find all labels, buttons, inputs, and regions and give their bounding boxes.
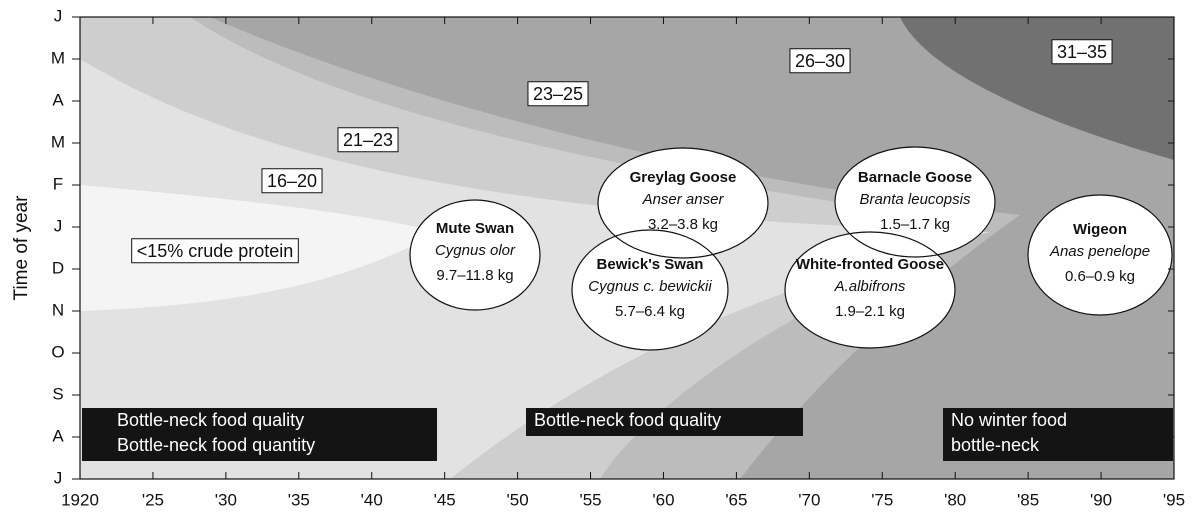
species-ellipse [1028, 195, 1172, 315]
y-tick-label: N [52, 300, 64, 319]
y-tick-label: J [54, 216, 63, 235]
species-name: Wigeon [1073, 221, 1127, 238]
bottleneck-label: bottle-neck [951, 435, 1040, 455]
x-tick-label: '55 [579, 490, 601, 509]
zone-label: 21–23 [343, 130, 393, 150]
y-tick-label: S [52, 384, 63, 403]
zone-label-box [131, 238, 299, 264]
x-tick-label: '95 [1163, 490, 1185, 509]
y-tick-label: A [52, 426, 64, 445]
species-latin: Cygnus olor [435, 242, 516, 259]
species-ellipse [572, 230, 728, 350]
bottleneck-label: Bottle-neck food quality [534, 410, 721, 430]
x-tick-label: '90 [1090, 490, 1112, 509]
zone-label: 16–20 [267, 171, 317, 191]
y-tick-label: J [54, 468, 63, 487]
frame [79, 16, 1175, 480]
bottleneck-bar [526, 408, 803, 436]
zone-label: 31–35 [1057, 42, 1107, 62]
species-outline [409, 199, 541, 311]
species-latin: Anser anser [642, 191, 725, 208]
zone-label-box [789, 48, 851, 74]
x-tick-label: '30 [215, 490, 237, 509]
species-outline [597, 147, 769, 259]
species-name: Mute Swan [436, 220, 514, 237]
species-latin: A.albifrons [834, 278, 906, 295]
species-outline [834, 146, 996, 258]
species-ellipse [835, 147, 995, 257]
species-latin: Cygnus c. bewickii [588, 278, 712, 295]
bottleneck-bar [82, 408, 437, 461]
zone-label-box [1051, 39, 1113, 65]
x-tick-label: '85 [1017, 490, 1039, 509]
x-tick-label: '25 [142, 490, 164, 509]
species-outline [571, 229, 729, 351]
zone-label-box [261, 168, 323, 194]
species-outline [1027, 194, 1173, 316]
y-tick-label: M [51, 48, 65, 67]
species-mass: 3.2–3.8 kg [648, 216, 718, 233]
zone-label-box [337, 127, 399, 153]
x-tick-label: '65 [725, 490, 747, 509]
y-tick-label: J [54, 6, 63, 25]
bottleneck-label: No winter food [951, 410, 1067, 430]
species-ellipse [785, 232, 955, 348]
species-mass: 9.7–11.8 kg [436, 267, 513, 284]
species-latin: Anas penelope [1049, 243, 1150, 260]
x-tick-label: '50 [507, 490, 529, 509]
species-name: Barnacle Goose [858, 169, 972, 186]
x-tick-label: '35 [288, 490, 310, 509]
species-mass: 1.9–2.1 kg [835, 303, 905, 320]
y-tick-label: A [52, 90, 64, 109]
x-tick-label: '45 [434, 490, 456, 509]
y-axis-label: Time of year [11, 195, 32, 301]
zone-label: 26–30 [795, 51, 845, 71]
y-tick-label: O [51, 342, 64, 361]
species-ellipse [410, 200, 540, 310]
x-tick-label: '70 [798, 490, 820, 509]
species-name: Bewick's Swan [597, 256, 704, 273]
bottleneck-label: Bottle-neck food quantity [117, 435, 315, 455]
y-tick-label: M [51, 132, 65, 151]
zone-label-box [527, 81, 589, 107]
bottleneck-label: Bottle-neck food quality [117, 410, 304, 430]
zone-label: 23–25 [533, 84, 583, 104]
species-mass: 0.6–0.9 kg [1065, 268, 1135, 285]
x-tick-label: '60 [652, 490, 674, 509]
y-tick-label: F [53, 174, 63, 193]
species-name: White-fronted Goose [796, 256, 944, 273]
species-mass: 1.5–1.7 kg [880, 216, 950, 233]
bottleneck-bar [943, 408, 1173, 461]
x-tick-label: '80 [944, 490, 966, 509]
zone-label: <15% crude protein [137, 241, 294, 261]
species-outline [784, 231, 956, 349]
x-tick-label: 1920 [61, 490, 99, 509]
species-latin: Branta leucopsis [860, 191, 971, 208]
species-mass: 5.7–6.4 kg [615, 303, 685, 320]
x-tick-label: '40 [361, 490, 383, 509]
y-tick-label: D [52, 258, 64, 277]
species-name: Greylag Goose [630, 169, 737, 186]
x-tick-label: '75 [871, 490, 893, 509]
